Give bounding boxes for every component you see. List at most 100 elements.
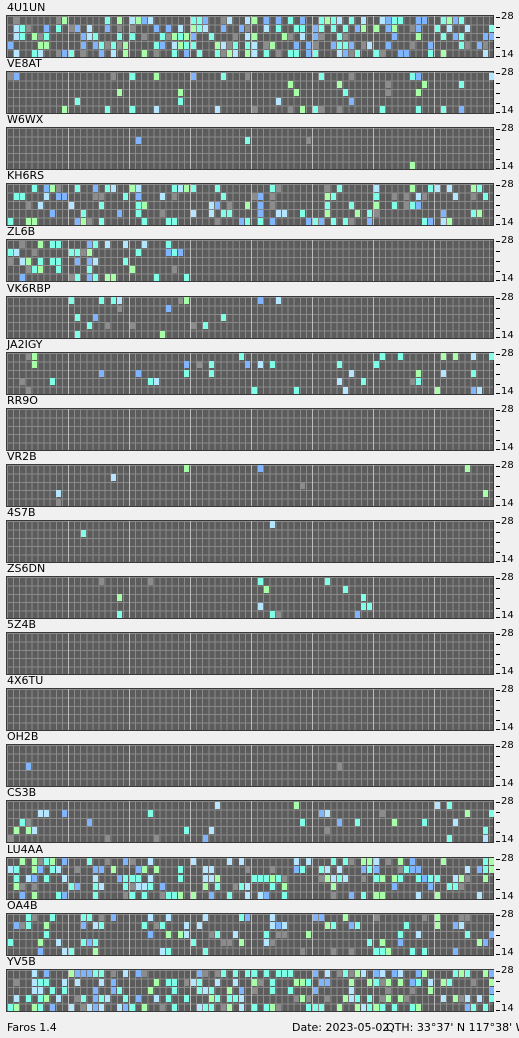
reception-cell	[257, 361, 263, 369]
reception-cell	[318, 24, 324, 32]
reception-cell	[330, 891, 336, 899]
reception-cell	[440, 978, 446, 986]
hour-divider	[190, 464, 191, 506]
reception-cell	[379, 810, 385, 818]
reception-cell	[477, 41, 483, 49]
scale-label-bottom: 14	[501, 1002, 514, 1014]
reception-cell	[306, 978, 312, 986]
beacon-name: KH6RS	[7, 169, 45, 183]
reception-cell	[227, 891, 233, 899]
reception-cell	[31, 353, 37, 361]
reception-cell	[99, 1003, 104, 1011]
reception-cell	[141, 1003, 147, 1011]
reception-cell	[269, 521, 275, 529]
propagation-grid	[6, 71, 495, 115]
reception-cell	[367, 858, 373, 865]
reception-cell	[123, 891, 129, 899]
reception-cell	[141, 201, 147, 209]
beacon-name: W6WX	[7, 113, 44, 127]
reception-cell	[410, 947, 416, 955]
reception-cell	[153, 24, 159, 32]
reception-cell	[416, 866, 422, 874]
reception-cell	[86, 274, 92, 282]
scale-tick	[496, 168, 500, 170]
reception-cell	[391, 193, 397, 201]
reception-cell	[465, 866, 470, 874]
reception-cell	[294, 858, 300, 865]
scale-label-bottom: 14	[501, 273, 514, 285]
reception-cell	[147, 930, 153, 938]
beacon-name: VE8AT	[7, 57, 42, 71]
reception-cell	[269, 914, 275, 922]
reception-cell	[446, 835, 452, 843]
reception-cell	[92, 874, 98, 882]
reception-cell	[324, 874, 330, 882]
scale-tick	[496, 149, 500, 151]
beacon-panel: VK6RBP 28 14	[0, 282, 519, 340]
reception-cell	[324, 970, 330, 978]
scale-tick	[496, 215, 500, 217]
reception-cell	[336, 80, 342, 88]
hour-divider	[68, 577, 69, 618]
reception-cell	[294, 41, 300, 49]
reception-cell	[275, 922, 281, 930]
reception-cell	[373, 361, 379, 369]
reception-cell	[440, 218, 446, 226]
reception-cell	[410, 866, 416, 874]
reception-cell	[160, 922, 165, 930]
scale-label-bottom: 14	[501, 553, 514, 565]
reception-cell	[166, 218, 172, 226]
reception-cell	[269, 939, 275, 947]
reception-cell	[245, 201, 251, 209]
scale-label-bottom: 14	[501, 834, 514, 846]
reception-cell	[416, 89, 422, 97]
reception-cell	[416, 16, 422, 24]
reception-cell	[141, 891, 147, 899]
reception-cell	[44, 184, 50, 192]
reception-cell	[74, 184, 80, 192]
reception-cell	[184, 930, 190, 938]
scale-tick	[496, 317, 500, 319]
reception-cell	[105, 106, 111, 114]
beacon-panel: ZS6DN 28 14	[0, 562, 519, 621]
reception-cell	[62, 858, 68, 865]
hour-divider	[312, 913, 313, 955]
reception-cell	[324, 577, 330, 585]
reception-cell	[397, 16, 403, 24]
reception-cell	[202, 866, 208, 874]
scale-tick	[496, 224, 500, 226]
reception-cell	[404, 922, 409, 930]
reception-cell	[44, 33, 50, 41]
reception-cell	[330, 874, 336, 882]
reception-cell	[257, 193, 263, 201]
reception-cell	[422, 16, 428, 24]
hour-divider	[312, 352, 313, 394]
reception-cell	[269, 1003, 275, 1011]
reception-cell	[178, 930, 184, 938]
reception-cell	[410, 858, 416, 865]
reception-cell	[208, 930, 214, 938]
beacon-name: 4X6TU	[7, 674, 44, 688]
reception-cell	[428, 883, 434, 891]
hour-divider	[68, 857, 69, 899]
reception-cell	[416, 369, 422, 377]
reception-cell	[239, 914, 245, 922]
reception-cell	[434, 891, 440, 899]
hour-divider	[312, 689, 313, 731]
reception-cell	[324, 827, 330, 835]
reception-cell	[458, 914, 464, 922]
reception-cell	[477, 891, 483, 899]
reception-cell	[349, 922, 355, 930]
reception-cell	[172, 266, 178, 274]
scale-tick	[496, 654, 500, 656]
reception-cell	[294, 24, 300, 32]
hour-divider	[68, 464, 69, 506]
reception-cell	[25, 914, 31, 922]
reception-cell	[166, 33, 172, 41]
band-scale: 28 14	[496, 797, 518, 846]
reception-cell	[330, 947, 336, 955]
reception-cell	[166, 995, 172, 1003]
reception-cell	[336, 50, 342, 58]
reception-cell	[422, 193, 428, 201]
scale-tick	[496, 261, 500, 263]
